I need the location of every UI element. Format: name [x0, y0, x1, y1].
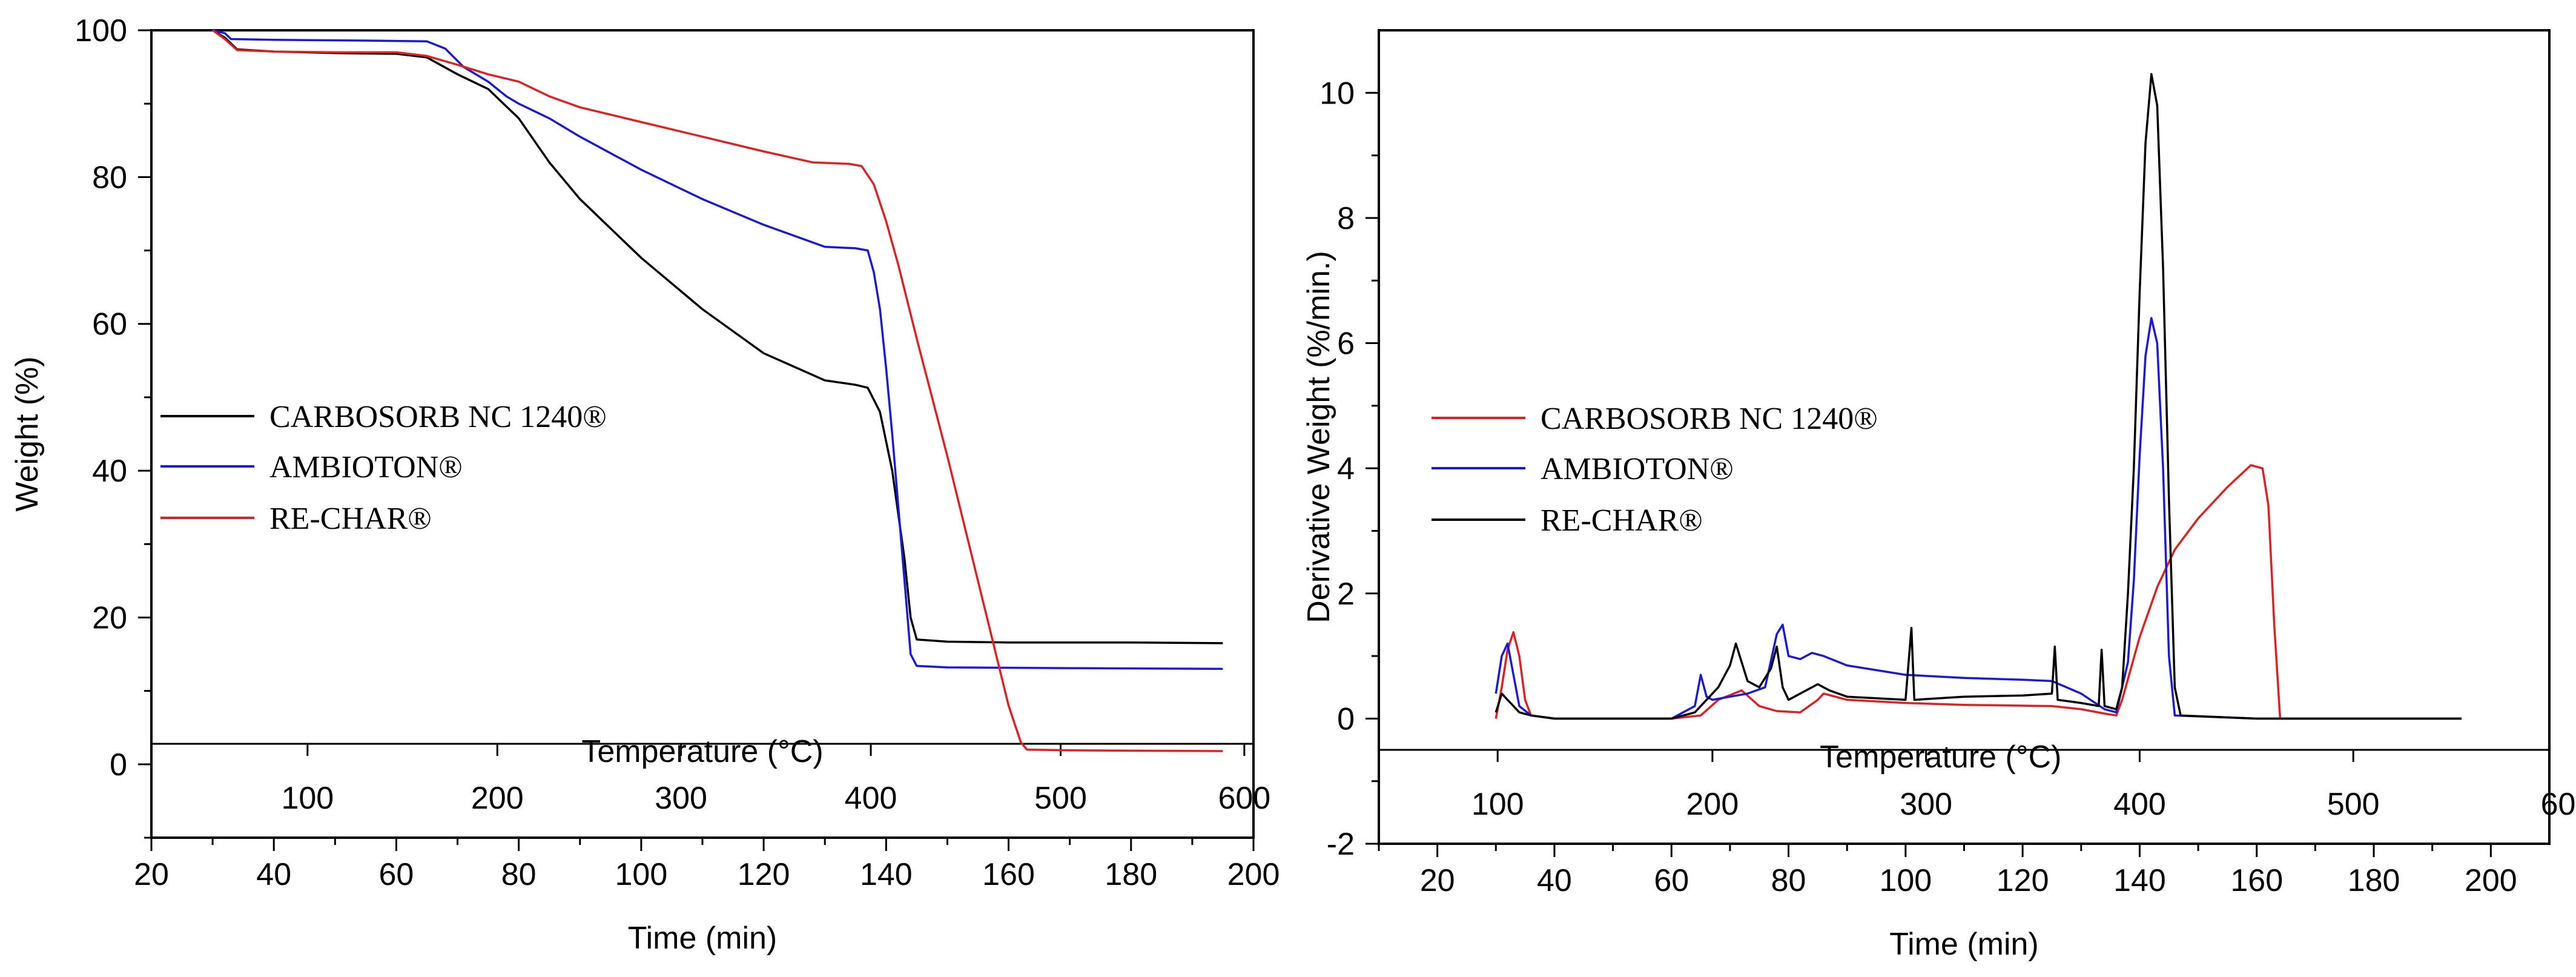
series-line-2: [1494, 73, 2462, 720]
x-tick-label: 120: [1996, 863, 2049, 898]
temperature-tick-label: 500: [2327, 787, 2380, 822]
y-tick-label: 100: [74, 13, 127, 48]
y-tick-label: 6: [1337, 326, 1355, 362]
x-tick-label: 180: [1105, 857, 1157, 892]
x-tick-label: 200: [1227, 857, 1280, 892]
x-tick-label: 160: [982, 857, 1035, 892]
y-tick-label: 0: [1337, 701, 1355, 737]
y-tick-label: 8: [1337, 201, 1355, 236]
x-tick-label: 200: [2465, 863, 2517, 898]
legend-label: CARBOSORB NC 1240®: [1541, 402, 1878, 436]
y-tick-label: 10: [1319, 76, 1355, 111]
y-axis-title: Weight (%): [10, 356, 45, 511]
temperature-tick-label: 600: [2541, 787, 2576, 822]
x-tick-label: 40: [1537, 863, 1572, 898]
series-line-2: [212, 29, 1223, 752]
temperature-axis-title: Temperature (°C): [1820, 740, 2061, 775]
legend-label: RE-CHAR®: [269, 502, 432, 536]
x-axis-title: Time (min): [1889, 927, 2039, 962]
y-tick-label: 4: [1337, 451, 1355, 486]
temperature-axis-title: Temperature (°C): [581, 734, 823, 769]
y-tick-label: 0: [110, 747, 127, 783]
y-tick-label: 20: [92, 600, 127, 635]
series-line-1: [212, 29, 1223, 671]
legend-label: RE-CHAR®: [1541, 503, 1703, 538]
y-tick-label: 2: [1337, 577, 1355, 612]
y-tick-label: -2: [1327, 827, 1355, 862]
x-tick-label: 60: [1654, 863, 1689, 898]
temperature-tick-label: 300: [655, 781, 707, 816]
x-tick-label: 60: [379, 857, 414, 892]
legend-label: AMBIOTON®: [269, 450, 463, 485]
temperature-tick-label: 400: [845, 781, 897, 816]
tga-weight-chart: 20 40 60 80 100 120 140 160 180 200 0 20 40 60 80 100 10…: [10, 13, 1280, 956]
y-tick-label: 60: [92, 307, 127, 342]
x-tick-label: 140: [860, 857, 913, 892]
x-tick-label: 140: [2113, 863, 2166, 898]
x-tick-label: 20: [1420, 863, 1455, 898]
temperature-tick-label: 500: [1034, 781, 1087, 816]
series-line-0: [212, 29, 1223, 644]
x-tick-label: 160: [2230, 863, 2283, 898]
legend-label: AMBIOTON®: [1541, 452, 1734, 486]
x-tick-label: 180: [2348, 863, 2400, 898]
temperature-tick-label: 400: [2113, 787, 2166, 822]
y-axis-title: Derivative Weight (%/min.): [1301, 251, 1336, 623]
temperature-tick-label: 200: [1686, 787, 1739, 822]
x-tick-label: 100: [1879, 863, 1932, 898]
x-tick-label: 80: [501, 857, 537, 892]
legend-label: CARBOSORB NC 1240®: [269, 400, 607, 434]
temperature-tick-label: 300: [1900, 787, 1952, 822]
temperature-tick-label: 600: [1218, 781, 1270, 816]
dtg-derivative-chart: 20 40 60 80 100 120 140 160 180 200 -2 0 2 4 6 8 10 100 20…: [1301, 29, 2576, 962]
x-axis-title: Time (min): [628, 921, 778, 956]
y-tick-label: 40: [92, 454, 127, 489]
x-tick-label: 80: [1771, 863, 1806, 898]
x-tick-label: 20: [134, 857, 169, 892]
y-tick-label: 80: [92, 160, 127, 195]
plot-frame: [1378, 29, 2551, 845]
x-tick-label: 100: [615, 857, 668, 892]
temperature-tick-label: 200: [471, 781, 524, 816]
x-tick-label: 40: [256, 857, 291, 892]
temperature-tick-label: 100: [281, 781, 334, 816]
temperature-tick-label: 100: [1471, 787, 1524, 822]
x-tick-label: 120: [738, 857, 790, 892]
